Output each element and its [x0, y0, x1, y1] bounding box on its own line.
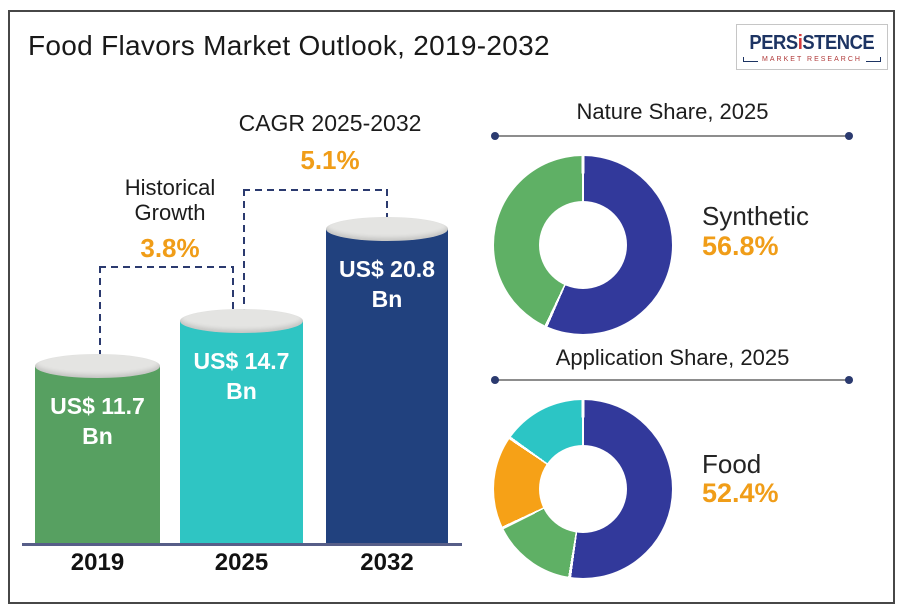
- year-tick-2025: 2025: [214, 549, 269, 576]
- historical-bracket-left-leg: [99, 266, 101, 376]
- cagr-bracket-left-leg: [243, 189, 245, 316]
- x-axis-line: [22, 543, 462, 546]
- cagr-bracket-right-leg: [386, 189, 388, 230]
- synthetic-share-value: 56.8%: [702, 231, 779, 261]
- bar-2019-value-label: US$ 11.7 Bn: [50, 393, 145, 449]
- year-tick-2032: 2032: [360, 549, 414, 576]
- bar-2025-cap: [180, 309, 303, 333]
- historical-growth-annotation: Historical Growth 3.8%: [95, 175, 245, 264]
- cagr-label: CAGR 2025-2032: [238, 110, 422, 136]
- bar-2019-cap: [35, 354, 160, 378]
- donut-hole: [539, 201, 627, 289]
- application-share-title: Application Share, 2025: [555, 345, 790, 370]
- bar-2032: US$ 20.8 Bn: [326, 217, 448, 543]
- food-label: Food: [702, 449, 762, 479]
- cagr-bracket-line: [243, 189, 388, 191]
- cagr-value: 5.1%: [300, 144, 360, 175]
- food-share-value: 52.4%: [702, 478, 779, 508]
- cagr-annotation: CAGR 2025-2032 5.1%: [230, 110, 430, 176]
- logo-tagline: MARKET RESEARCH: [762, 55, 862, 63]
- bar-2032-cap: [326, 217, 448, 241]
- bar-2025: US$ 14.7 Bn: [180, 309, 303, 543]
- historical-growth-label: Historical Growth: [124, 175, 216, 225]
- historical-growth-value: 3.8%: [140, 233, 200, 264]
- historical-bracket-right-leg: [232, 266, 234, 316]
- nature-share-donut: [494, 156, 672, 334]
- divider-end-dot: [491, 376, 499, 384]
- year-tick-2019: 2019: [70, 549, 125, 576]
- nature-share-title: Nature Share, 2025: [576, 99, 769, 124]
- tagline-right-line: [865, 56, 881, 62]
- logo-wordmark: PERSiSTENCE: [749, 31, 875, 54]
- bar-2025-value-label: US$ 14.7 Bn: [193, 348, 290, 404]
- logo-tagline-row: MARKET RESEARCH: [743, 56, 881, 63]
- historical-bracket-line: [99, 266, 234, 268]
- donut-hole: [539, 445, 627, 533]
- logo-red-i: i: [797, 31, 803, 54]
- nature-share-divider: [491, 132, 853, 140]
- synthetic-label: Synthetic: [702, 201, 809, 231]
- application-share-divider: [491, 376, 853, 384]
- tagline-left-line: [743, 56, 759, 62]
- bar-2019: US$ 11.7 Bn: [35, 354, 160, 543]
- application-share-donut: [494, 400, 672, 578]
- page-title: Food Flavors Market Outlook, 2019-2032: [28, 30, 550, 61]
- divider-end-dot: [845, 132, 853, 140]
- bar-2032-value-label: US$ 20.8 Bn: [339, 256, 435, 312]
- divider-end-dot: [845, 376, 853, 384]
- divider-end-dot: [491, 132, 499, 140]
- persistence-logo: PERSiSTENCE MARKET RESEARCH: [736, 24, 888, 70]
